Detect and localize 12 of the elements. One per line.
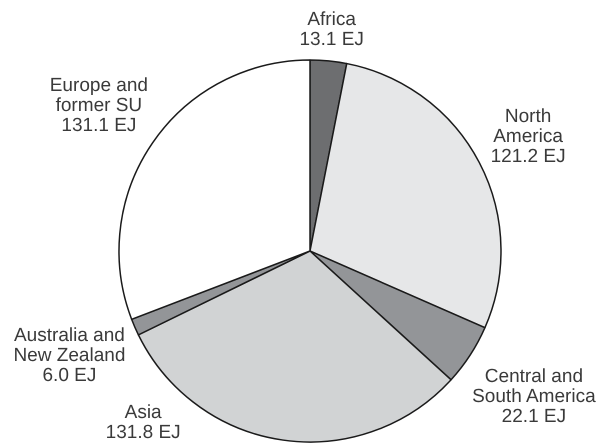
data-label: 131.1 EJ: [61, 114, 136, 136]
slice-label: Asia: [124, 402, 162, 423]
data-label: 131.8 EJ: [106, 422, 181, 443]
slice-label: North America: [493, 106, 563, 147]
slice-label: Australia and New Zealand: [13, 324, 126, 366]
slice-label: Europe and former SU: [50, 74, 148, 116]
slice-label: Africa: [307, 9, 356, 30]
slice-label: Central and South America: [472, 366, 596, 407]
data-label: 121.2 EJ: [490, 146, 566, 167]
data-label: 13.1 EJ: [299, 29, 364, 50]
data-label: 22.1 EJ: [502, 406, 566, 427]
data-label: 6.0 EJ: [42, 364, 96, 386]
